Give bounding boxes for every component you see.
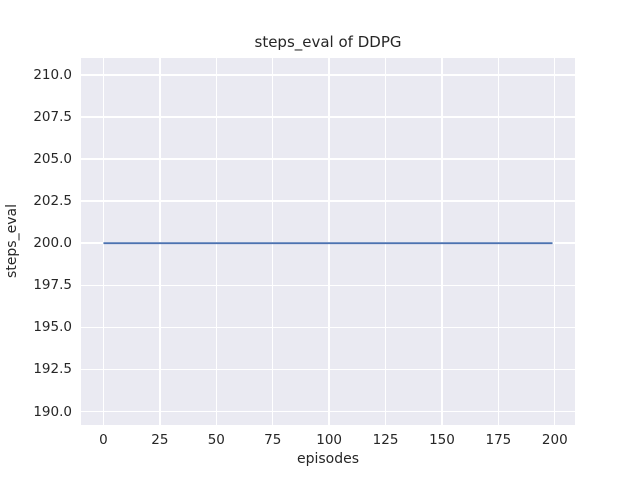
gridline-vertical [102, 58, 105, 425]
x-tick-label: 175 [485, 432, 512, 448]
y-tick-label: 192.5 [33, 361, 72, 378]
y-tick-label: 200.0 [33, 235, 72, 252]
gridline-horizontal [81, 116, 575, 118]
gridline-vertical [272, 58, 274, 425]
x-tick-label: 150 [429, 432, 455, 448]
gridline-vertical [441, 58, 443, 425]
y-tick-label: 202.5 [33, 193, 72, 210]
x-tick-label: 25 [151, 432, 169, 448]
x-tick-label: 125 [372, 432, 399, 448]
y-tick-label: 210.0 [33, 66, 72, 83]
gridline-horizontal [81, 200, 575, 202]
x-tick-label: 0 [99, 432, 108, 448]
gridline-horizontal [81, 74, 575, 76]
gridline-horizontal [81, 326, 575, 329]
chart-title: steps_eval of DDPG [254, 33, 402, 51]
gridline-horizontal [81, 158, 575, 160]
gridline-horizontal [81, 410, 575, 413]
gridline-vertical [328, 58, 330, 425]
x-tick-label: 50 [207, 432, 225, 448]
y-tick-label: 190.0 [33, 403, 72, 420]
gridline-vertical [384, 58, 387, 425]
x-tick-label: 100 [316, 432, 343, 448]
x-tick-label: 75 [264, 432, 282, 448]
y-tick-label: 205.0 [33, 151, 72, 167]
gridline-vertical [497, 58, 500, 425]
gridline-vertical [215, 58, 217, 425]
y-tick-label: 197.5 [33, 277, 72, 294]
line-series-layer [103, 242, 553, 245]
x-axis-label: episodes [296, 451, 360, 467]
y-tick-label: 207.5 [33, 108, 72, 125]
y-tick-label: 195.0 [33, 319, 72, 336]
x-tick-label: 200 [541, 432, 568, 448]
plot-area [81, 58, 575, 425]
gridline-vertical [159, 58, 161, 425]
gridline-vertical [554, 58, 556, 425]
gridline-horizontal [81, 284, 575, 286]
gridline-horizontal [81, 368, 575, 371]
